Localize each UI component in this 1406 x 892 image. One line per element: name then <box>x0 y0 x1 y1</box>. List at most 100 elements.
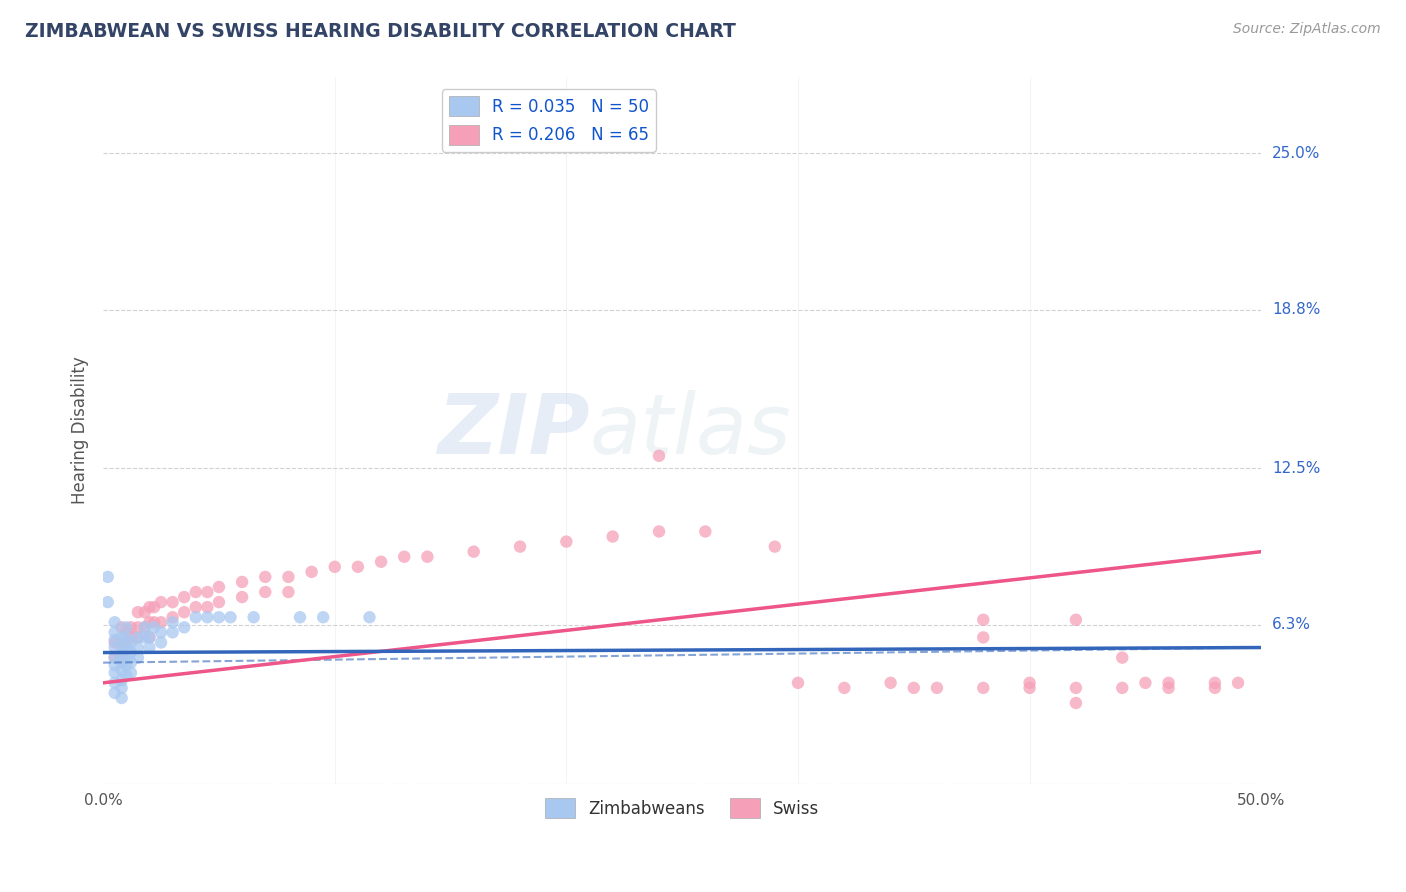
Point <box>115 631 138 645</box>
Point <box>138 631 160 645</box>
Point <box>231 590 253 604</box>
Point <box>115 668 138 682</box>
Point <box>1064 696 1087 710</box>
Point <box>763 540 786 554</box>
Text: ZIMBABWEAN VS SWISS HEARING DISABILITY CORRELATION CHART: ZIMBABWEAN VS SWISS HEARING DISABILITY C… <box>25 22 737 41</box>
Point <box>208 610 231 624</box>
Point <box>120 635 142 649</box>
Point <box>111 640 134 655</box>
Point <box>834 681 856 695</box>
Point <box>104 650 127 665</box>
Point <box>111 681 134 695</box>
Point <box>120 646 142 660</box>
Point <box>312 610 335 624</box>
Point <box>115 620 138 634</box>
Point <box>208 595 231 609</box>
Point <box>1064 613 1087 627</box>
Point <box>134 631 156 645</box>
Point <box>1227 676 1250 690</box>
Point <box>150 635 173 649</box>
Point <box>138 615 160 630</box>
Point <box>104 650 127 665</box>
Point <box>242 610 264 624</box>
Point <box>231 574 253 589</box>
Point <box>111 663 134 677</box>
Point <box>972 613 994 627</box>
Point <box>104 640 127 655</box>
Point <box>104 665 127 680</box>
Point <box>1018 676 1040 690</box>
Point <box>120 631 142 645</box>
Point <box>903 681 925 695</box>
Point <box>138 640 160 655</box>
Point <box>195 600 218 615</box>
Point <box>120 665 142 680</box>
Point <box>787 676 810 690</box>
Point <box>1204 676 1226 690</box>
Text: 12.5%: 12.5% <box>1272 461 1320 476</box>
Point <box>1343 293 1365 307</box>
Point <box>394 549 416 564</box>
Point <box>150 615 173 630</box>
Legend: Zimbabweans, Swiss: Zimbabweans, Swiss <box>538 791 827 825</box>
Point <box>416 549 439 564</box>
Text: 25.0%: 25.0% <box>1272 145 1320 161</box>
Point <box>195 585 218 599</box>
Point <box>138 631 160 645</box>
Point <box>127 605 149 619</box>
Point <box>134 620 156 634</box>
Point <box>150 625 173 640</box>
Point <box>120 656 142 670</box>
Point <box>97 595 120 609</box>
Point <box>509 540 531 554</box>
Point <box>162 615 184 630</box>
Point <box>115 658 138 673</box>
Point <box>111 620 134 634</box>
Text: 18.8%: 18.8% <box>1272 302 1320 317</box>
Point <box>104 686 127 700</box>
Point <box>695 524 717 539</box>
Point <box>1319 151 1341 165</box>
Point <box>162 610 184 624</box>
Point <box>1111 650 1133 665</box>
Point <box>162 625 184 640</box>
Point <box>111 673 134 688</box>
Point <box>879 676 901 690</box>
Point <box>143 615 166 630</box>
Point <box>359 610 381 624</box>
Point <box>219 610 242 624</box>
Point <box>173 590 195 604</box>
Point <box>115 650 138 665</box>
Point <box>972 631 994 645</box>
Point <box>138 600 160 615</box>
Point <box>648 524 671 539</box>
Point <box>111 656 134 670</box>
Point <box>143 600 166 615</box>
Point <box>277 585 299 599</box>
Point <box>150 595 173 609</box>
Point <box>370 555 392 569</box>
Point <box>184 610 207 624</box>
Point <box>134 620 156 634</box>
Text: ZIP: ZIP <box>437 390 589 471</box>
Point <box>143 620 166 634</box>
Point <box>301 565 323 579</box>
Point <box>104 625 127 640</box>
Point <box>347 559 370 574</box>
Text: atlas: atlas <box>589 390 792 471</box>
Point <box>195 610 218 624</box>
Point <box>104 658 127 673</box>
Point <box>648 449 671 463</box>
Point <box>555 534 578 549</box>
Point <box>127 620 149 634</box>
Point <box>1064 681 1087 695</box>
Point <box>184 585 207 599</box>
Point <box>1111 681 1133 695</box>
Point <box>120 620 142 634</box>
Point <box>127 631 149 645</box>
Point <box>254 585 277 599</box>
Point <box>1157 681 1180 695</box>
Point <box>277 570 299 584</box>
Point <box>162 595 184 609</box>
Point <box>173 605 195 619</box>
